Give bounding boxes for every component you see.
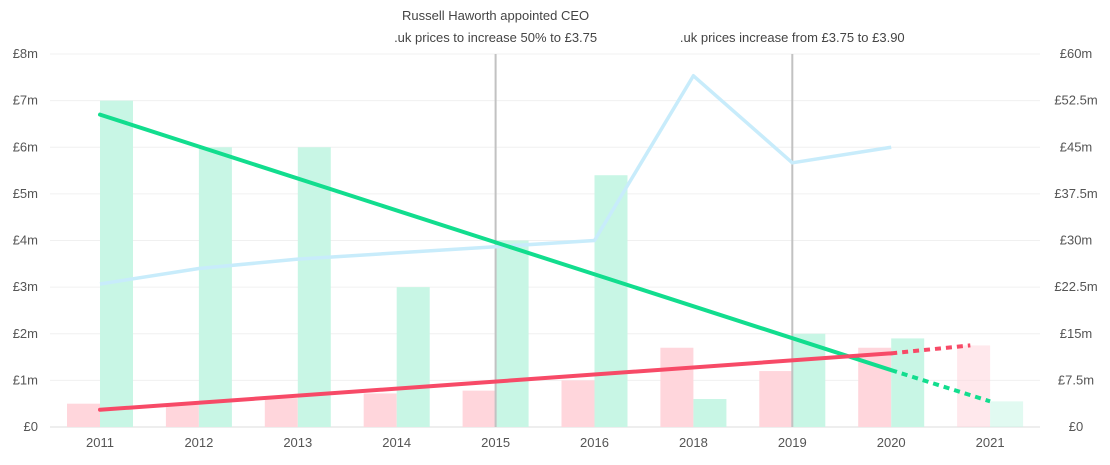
x-tick-label: 2014 — [382, 435, 411, 450]
bar — [561, 380, 595, 427]
bars — [67, 100, 1024, 427]
y-left-tick-label: £4m — [13, 233, 38, 248]
annotation-label: .uk prices increase from £3.75 to £3.90 — [680, 30, 905, 45]
bar — [67, 403, 100, 427]
y-right-tick-label: £22.5m — [1054, 279, 1097, 294]
x-tick-label: 2021 — [976, 435, 1005, 450]
bar — [990, 401, 1024, 427]
bar — [198, 147, 232, 427]
y-right-tick-label: £52.5m — [1054, 93, 1097, 108]
annotation-label: Russell Haworth appointed CEO — [402, 8, 589, 23]
bar — [495, 240, 529, 427]
bar — [660, 347, 694, 427]
y-right-tick-label: £30m — [1060, 233, 1093, 248]
bar — [165, 403, 199, 427]
x-tick-label: 2020 — [877, 435, 906, 450]
bar — [363, 393, 397, 427]
y-left-tick-label: £1m — [13, 372, 38, 387]
x-tick-label: 2012 — [184, 435, 213, 450]
y-left-tick-label: £8m — [13, 46, 38, 61]
x-tick-label: 2016 — [580, 435, 609, 450]
bar — [297, 147, 331, 427]
x-tick-label: 2015 — [481, 435, 510, 450]
lines — [98, 74, 991, 412]
x-tick-label: 2011 — [86, 435, 114, 450]
bar — [693, 399, 727, 427]
bar — [759, 371, 793, 427]
line-series — [99, 74, 892, 286]
bar — [396, 287, 430, 427]
bar — [264, 398, 298, 427]
x-tick-label: 2018 — [679, 435, 708, 450]
bar — [100, 100, 133, 427]
y-left-tick-label: £5m — [13, 186, 38, 201]
bar — [792, 333, 826, 427]
y-left-tick-label: £2m — [13, 326, 38, 341]
y-right-tick-label: £45m — [1060, 139, 1093, 154]
y-left-tick-label: £3m — [13, 279, 38, 294]
y-right-tick-label: £60m — [1060, 46, 1093, 61]
x-tick-label: 2013 — [283, 435, 312, 450]
y-left-tick-label: £6m — [13, 139, 38, 154]
y-right-tick-label: £7.5m — [1058, 372, 1094, 387]
bar — [594, 175, 628, 427]
trend-line-projection — [891, 343, 971, 356]
bar — [957, 345, 991, 427]
y-right-tick-label: £37.5m — [1054, 186, 1097, 201]
axes: £0 £0 £1m £7.5m £2m £15m £3m £22.5m £4m £30m £5m £3… — [13, 46, 1098, 450]
x-tick-label: 2019 — [778, 435, 807, 450]
y-right-tick-label: £15m — [1060, 326, 1093, 341]
bar — [462, 390, 496, 427]
y-left-tick-label: £7m — [13, 93, 38, 108]
y-right-tick-label: £0 — [1069, 419, 1083, 434]
annotations: Russell Haworth appointed CEO .uk prices … — [394, 8, 905, 45]
trend-line — [98, 112, 894, 373]
annotation-label: .uk prices to increase 50% to £3.75 — [394, 30, 597, 45]
y-left-tick-label: £0 — [24, 419, 38, 434]
trend-line — [98, 351, 894, 412]
